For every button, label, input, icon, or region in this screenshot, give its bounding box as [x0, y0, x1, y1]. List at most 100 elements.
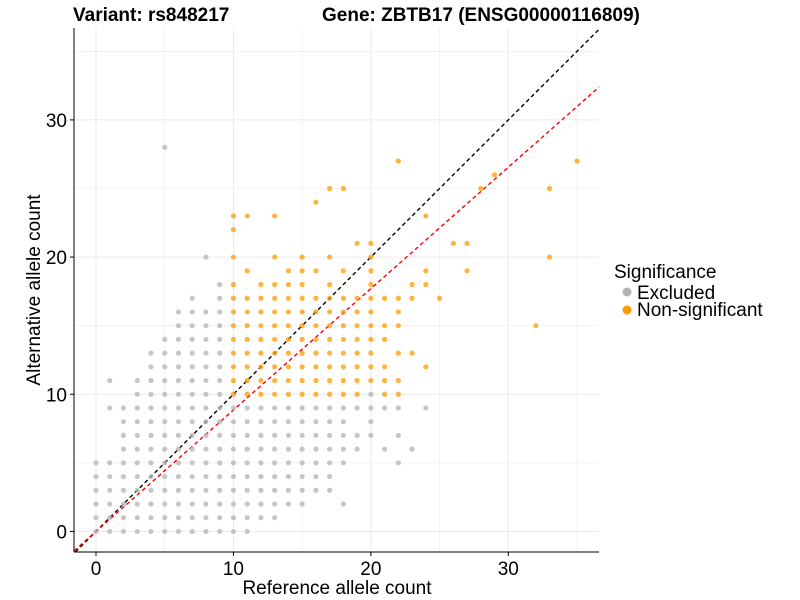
point-excluded — [134, 460, 140, 466]
point-excluded — [285, 405, 291, 411]
point-excluded — [203, 377, 209, 384]
point-non-significant — [299, 295, 305, 301]
point-excluded — [134, 419, 140, 425]
point-non-significant — [258, 336, 264, 342]
point-excluded — [189, 391, 195, 397]
point-excluded — [162, 419, 168, 425]
point-excluded — [175, 309, 182, 315]
point-non-significant — [244, 323, 250, 329]
point-excluded — [230, 501, 237, 507]
point-excluded — [217, 323, 223, 329]
point-excluded — [189, 295, 195, 301]
point-excluded — [217, 364, 223, 370]
point-excluded — [299, 487, 305, 493]
point-non-significant — [327, 377, 333, 384]
point-non-significant — [272, 364, 278, 370]
point-non-significant — [354, 323, 360, 329]
axis-ticks: 0 10 20 30 0 10 20 30 — [46, 111, 519, 580]
point-non-significant — [354, 240, 360, 246]
point-non-significant — [354, 364, 360, 370]
point-non-significant — [340, 350, 346, 356]
point-excluded — [134, 391, 140, 397]
point-excluded — [285, 446, 291, 452]
point-excluded — [272, 446, 278, 452]
point-excluded — [258, 419, 264, 425]
point-excluded — [175, 460, 182, 466]
point-non-significant — [313, 350, 319, 356]
point-excluded — [162, 364, 168, 370]
grid-lines — [74, 28, 599, 552]
point-excluded — [327, 460, 333, 466]
point-non-significant — [258, 377, 264, 384]
point-excluded — [148, 364, 154, 370]
point-non-significant — [395, 323, 401, 329]
point-non-significant — [327, 309, 333, 315]
point-excluded — [244, 501, 250, 507]
point-excluded — [368, 432, 374, 439]
point-non-significant — [299, 268, 305, 274]
point-excluded — [313, 460, 319, 466]
point-non-significant — [285, 309, 291, 315]
point-non-significant — [285, 281, 291, 288]
point-excluded — [107, 487, 113, 493]
point-excluded — [313, 432, 319, 439]
point-non-significant — [423, 364, 429, 370]
point-non-significant — [327, 185, 333, 192]
point-excluded — [340, 419, 346, 425]
point-non-significant — [423, 213, 429, 219]
point-non-significant — [423, 268, 429, 274]
point-excluded — [107, 515, 113, 521]
point-excluded — [230, 432, 237, 439]
point-non-significant — [244, 336, 250, 342]
point-non-significant — [230, 364, 237, 370]
point-excluded — [327, 487, 333, 493]
point-excluded — [368, 419, 374, 425]
point-non-significant — [313, 364, 319, 370]
point-excluded — [203, 364, 209, 370]
point-non-significant — [230, 227, 237, 233]
point-excluded — [189, 501, 195, 507]
point-non-significant — [368, 377, 374, 384]
point-non-significant — [258, 350, 264, 356]
point-excluded — [134, 501, 140, 507]
point-excluded — [148, 473, 154, 480]
point-non-significant — [395, 377, 401, 384]
point-excluded — [285, 487, 291, 493]
point-excluded — [189, 405, 195, 411]
point-excluded — [189, 364, 195, 370]
point-excluded — [285, 432, 291, 439]
point-excluded — [93, 460, 99, 466]
point-excluded — [230, 515, 237, 521]
point-excluded — [189, 446, 195, 452]
point-excluded — [272, 432, 278, 439]
point-excluded — [382, 405, 388, 411]
point-excluded — [107, 460, 113, 466]
identity-reference-line — [74, 28, 600, 553]
point-excluded — [162, 487, 168, 493]
point-excluded — [299, 405, 305, 411]
point-non-significant — [354, 350, 360, 356]
point-excluded — [189, 336, 195, 342]
point-excluded — [120, 528, 127, 535]
point-excluded — [299, 501, 305, 507]
point-non-significant — [299, 350, 305, 356]
point-non-significant — [244, 350, 250, 356]
point-non-significant — [327, 391, 333, 397]
point-excluded — [162, 473, 168, 480]
ratio-reference-line — [73, 86, 600, 552]
point-excluded — [230, 487, 237, 493]
point-non-significant — [230, 281, 237, 288]
point-non-significant — [272, 377, 278, 384]
point-excluded — [299, 473, 305, 480]
point-excluded — [423, 405, 429, 411]
point-excluded — [134, 528, 140, 535]
point-excluded — [217, 419, 223, 425]
reference-lines — [73, 28, 600, 553]
point-non-significant — [299, 281, 305, 288]
point-excluded — [230, 473, 237, 480]
point-non-significant — [244, 391, 250, 397]
point-excluded — [148, 432, 154, 439]
point-excluded — [162, 460, 168, 466]
point-non-significant — [272, 350, 278, 356]
